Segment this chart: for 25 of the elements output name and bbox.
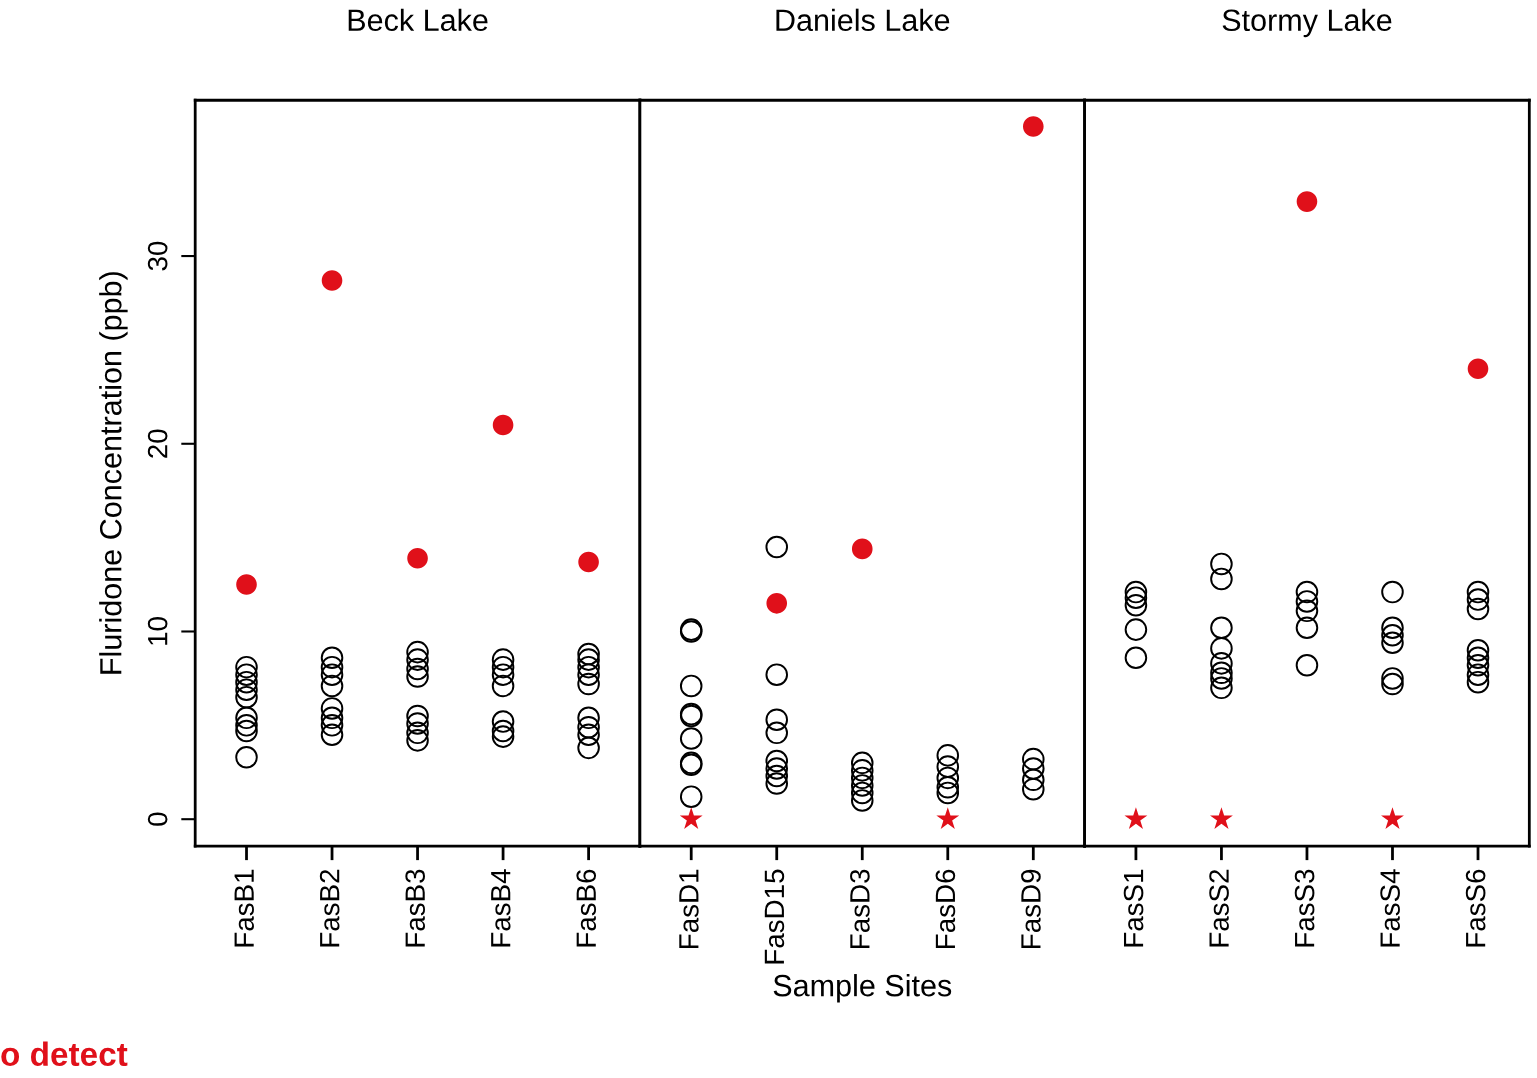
x-tick-label: FasB6 [576, 869, 597, 947]
y-tick-label: 0 [147, 812, 168, 826]
x-tick-label: FasS4 [1380, 869, 1400, 947]
x-axis-title: Sample Sites [773, 974, 952, 1003]
x-tick-label: FasD9 [1021, 869, 1041, 948]
x-tick-label: FasS1 [1123, 869, 1144, 947]
x-tick-label: FasB2 [319, 869, 340, 947]
text: o detect [1, 1041, 128, 1067]
x-tick-label: FasD3 [850, 869, 870, 948]
chart-title: Stormy Lake [1222, 8, 1392, 38]
x-tick-label: FasB3 [405, 869, 426, 947]
x-tick-label: FasS6 [1465, 869, 1486, 947]
x-tick-label: FasD15 [764, 869, 785, 964]
x-tick-label: FasD6 [935, 869, 956, 948]
y-tick-label: 30 [147, 241, 168, 271]
x-tick-label: FasB4 [491, 869, 511, 947]
y-tick-label: 10 [147, 617, 168, 645]
y-axis-title: Fluridone Concentration (ppb) [99, 272, 128, 674]
x-tick-label: FasS3 [1294, 869, 1315, 947]
chart-title: Daniels Lake [776, 8, 950, 32]
x-tick-label: FasS2 [1209, 869, 1229, 947]
y-tick-label: 20 [147, 429, 168, 458]
chart-title: Beck Lake [348, 8, 488, 32]
x-tick-label: FasD1 [679, 869, 699, 948]
x-tick-label: FasB1 [234, 869, 254, 947]
